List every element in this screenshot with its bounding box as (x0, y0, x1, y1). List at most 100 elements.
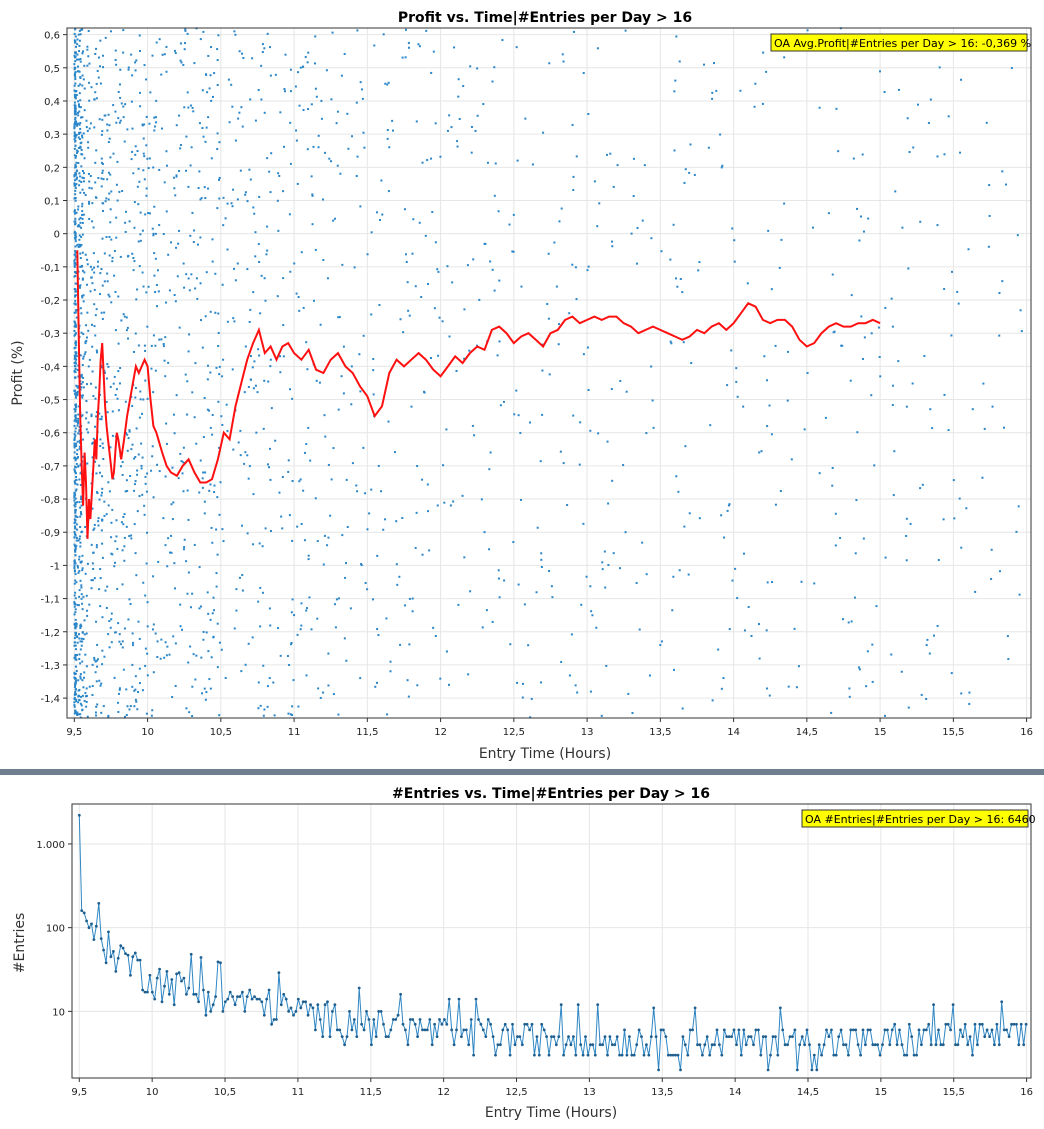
entries-point (817, 1043, 821, 1047)
profit-scatter-point (123, 545, 126, 548)
profit-scatter-point (73, 209, 76, 212)
profit-scatter-point (219, 481, 222, 484)
profit-scatter-point (265, 253, 268, 256)
profit-scatter-point (73, 602, 76, 605)
entries-point (737, 1028, 741, 1032)
profit-scatter-point (79, 145, 82, 148)
profit-scatter-point (239, 169, 242, 172)
profit-scatter-point (916, 103, 919, 106)
profit-scatter-point (81, 74, 84, 77)
entries-point (491, 1035, 495, 1038)
profit-scatter-point (74, 358, 77, 361)
profit-scatter-point (337, 597, 340, 600)
entries-point (452, 1043, 456, 1047)
profit-scatter-point (244, 451, 247, 454)
entries-point (966, 1043, 970, 1047)
profit-scatter-point (205, 631, 208, 634)
profit-x-tick-label: 13 (581, 727, 594, 738)
profit-scatter-point (76, 53, 79, 56)
profit-scatter-point (257, 681, 260, 684)
profit-scatter-point (201, 127, 204, 130)
profit-scatter-point (624, 531, 627, 534)
profit-scatter-point (78, 589, 81, 592)
profit-scatter-point (396, 583, 399, 586)
profit-scatter-point (233, 267, 236, 270)
profit-scatter-point (81, 364, 84, 367)
profit-scatter-point (287, 459, 290, 462)
profit-scatter-point (75, 406, 78, 409)
profit-scatter-point (641, 541, 644, 544)
entries-point (849, 1028, 853, 1032)
profit-scatter-point (76, 501, 79, 504)
profit-scatter-point (632, 157, 635, 160)
profit-scatter-point (128, 429, 131, 432)
profit-scatter-point (75, 58, 78, 61)
profit-scatter-point (179, 42, 182, 45)
profit-scatter-point (372, 598, 375, 601)
profit-scatter-point (142, 137, 145, 140)
entries-point (362, 1028, 366, 1032)
profit-legend: OA Avg.Profit|#Entries per Day > 16: -0,… (770, 33, 1031, 52)
profit-scatter-point (698, 261, 701, 264)
entries-point (812, 1053, 816, 1057)
entries-point (226, 997, 230, 1001)
profit-scatter-point (861, 357, 864, 360)
profit-scatter-point (77, 100, 80, 103)
profit-scatter-point (491, 80, 494, 83)
profit-scatter-point (125, 713, 128, 716)
profit-scatter-point (345, 478, 348, 481)
profit-scatter-point (90, 382, 93, 385)
profit-scatter-point (693, 173, 696, 176)
entries-point (647, 1053, 651, 1057)
profit-scatter-point (134, 153, 137, 156)
profit-y-tick-label: -0,7 (40, 462, 60, 473)
profit-scatter-point (85, 417, 88, 420)
profit-scatter-point (74, 627, 77, 630)
entries-point (742, 1028, 746, 1032)
profit-scatter-point (942, 518, 945, 521)
profit-scatter-point (74, 60, 77, 63)
profit-scatter-point (74, 597, 77, 600)
profit-scatter-point (79, 99, 82, 102)
profit-scatter-point (185, 169, 188, 172)
profit-scatter-point (79, 252, 82, 255)
profit-scatter-point (111, 260, 114, 263)
profit-scatter-point (611, 240, 614, 243)
profit-scatter-point (104, 200, 107, 203)
entries-point (391, 1018, 395, 1021)
profit-scatter-point (73, 357, 76, 360)
profit-scatter-point (74, 682, 77, 685)
profit-scatter-point (123, 627, 126, 630)
profit-scatter-point (130, 534, 133, 537)
profit-scatter-point (230, 83, 233, 86)
entries-point (238, 995, 242, 998)
profit-scatter-point (74, 75, 77, 78)
profit-scatter-point (144, 647, 147, 650)
profit-scatter-point (74, 250, 77, 253)
profit-scatter-point (81, 679, 84, 682)
profit-scatter-point (138, 495, 141, 498)
profit-scatter-point (346, 525, 349, 528)
profit-scatter-point (101, 442, 104, 445)
profit-scatter-point (461, 494, 464, 497)
profit-scatter-point (107, 481, 110, 484)
panel-divider[interactable] (0, 769, 1044, 775)
profit-scatter-point (598, 202, 601, 205)
profit-scatter-point (134, 698, 137, 701)
profit-scatter-point (146, 397, 149, 400)
profit-scatter-point (86, 64, 89, 67)
profit-scatter-point (322, 198, 325, 201)
entries-point (348, 1010, 351, 1013)
profit-scatter-point (386, 137, 389, 140)
profit-scatter-point (73, 231, 76, 234)
entries-point (479, 1022, 483, 1026)
profit-scatter-point (132, 257, 135, 260)
profit-scatter-point (74, 693, 77, 696)
profit-scatter-point (77, 375, 80, 378)
profit-scatter-point (77, 111, 80, 114)
profit-scatter-point (74, 371, 77, 374)
profit-scatter-point (442, 464, 445, 467)
profit-scatter-point (489, 260, 492, 263)
profit-scatter-point (201, 346, 204, 349)
entries-point (725, 1035, 729, 1038)
